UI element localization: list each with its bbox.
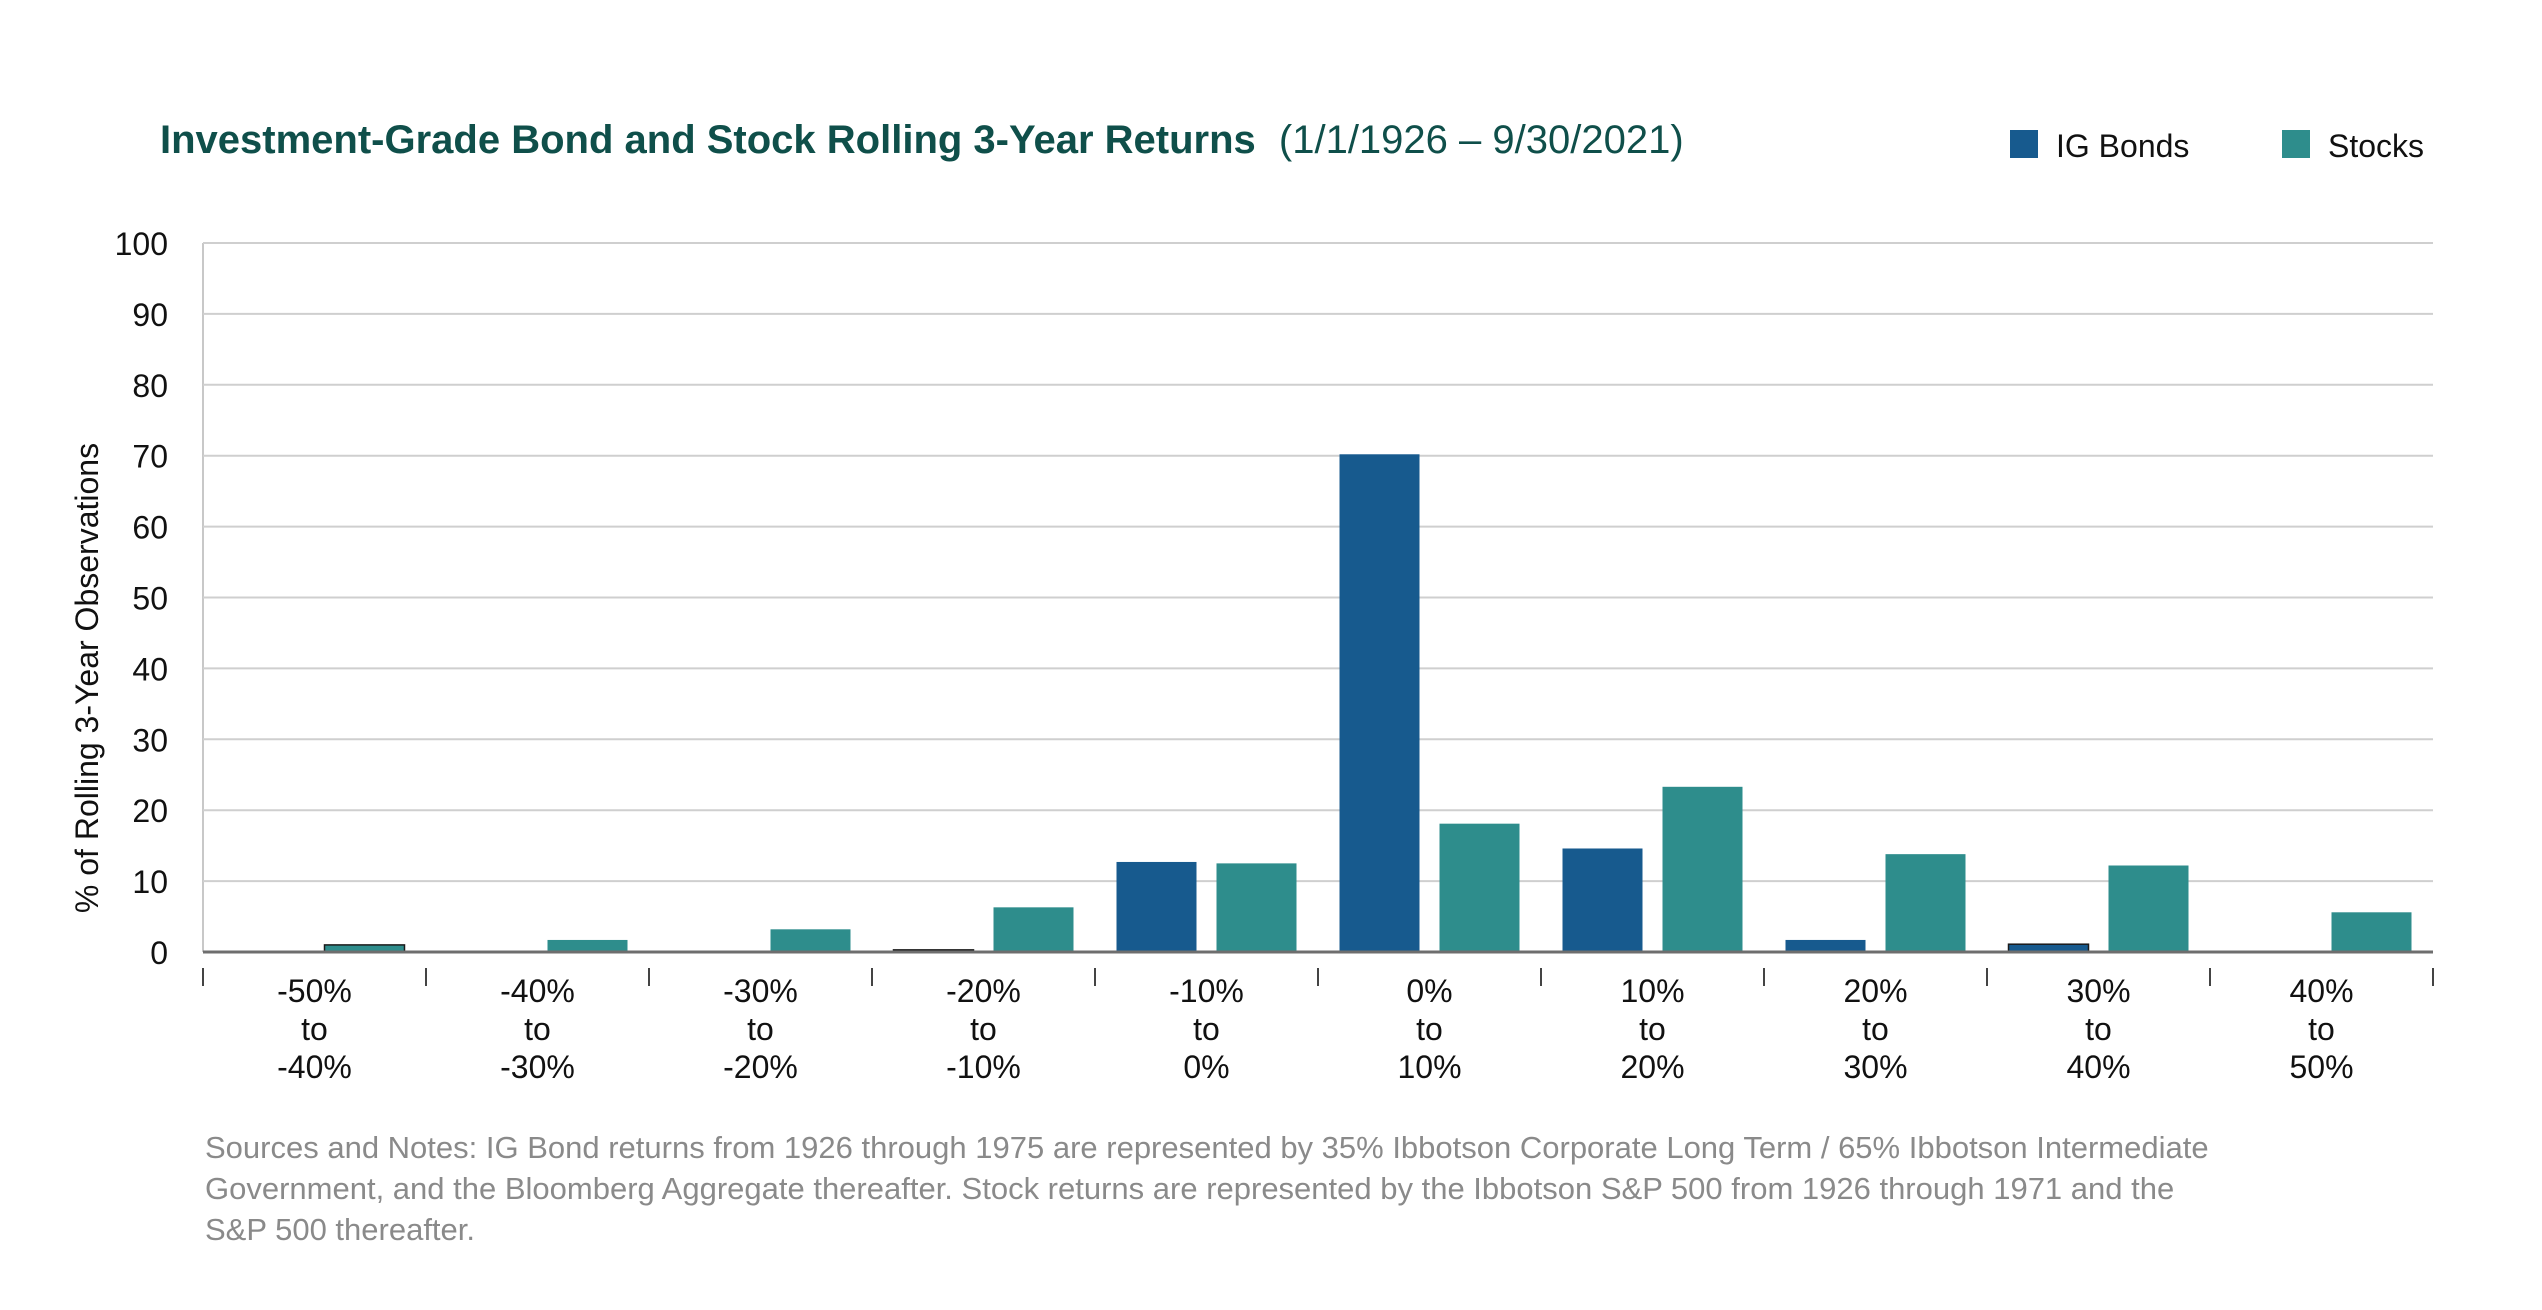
y-tick-label: 100: [115, 226, 168, 262]
x-tick-label-line: -20%: [723, 1049, 798, 1085]
x-tick-label-line: to: [1639, 1011, 1666, 1047]
x-tick-label: 20% to 30%: [1843, 973, 1907, 1085]
x-tick-label-line: -30%: [723, 973, 798, 1009]
y-axis-ticks: 0 10 20 30 40 50 60 70 80 90 100: [115, 226, 168, 971]
y-tick-label: 60: [132, 510, 168, 546]
bar-stocks: [1216, 863, 1297, 952]
x-tick-label-line: -40%: [277, 1049, 352, 1085]
y-tick-label: 30: [132, 722, 168, 758]
bar-stocks: [1885, 854, 1966, 952]
y-tick-label: 80: [132, 368, 168, 404]
gridlines: [202, 242, 2433, 952]
x-tick-label-line: -10%: [1169, 973, 1244, 1009]
y-tick-label: 20: [132, 793, 168, 829]
x-tick-label: 0% to 10%: [1397, 973, 1461, 1085]
bar-ig-bonds: [1785, 939, 1866, 952]
x-tick-label-line: to: [2085, 1011, 2112, 1047]
note-line: Government, and the Bloomberg Aggregate …: [205, 1171, 2174, 1206]
bar-ig-bonds: [1116, 861, 1197, 952]
x-tick-label: -50% to -40%: [277, 973, 352, 1085]
note-line: Sources and Notes: IG Bond returns from …: [205, 1130, 2209, 1165]
x-tick-label-line: to: [1416, 1011, 1443, 1047]
x-tick-label-line: -10%: [946, 1049, 1021, 1085]
legend-label: IG Bonds: [2056, 128, 2189, 164]
x-tick-label-line: 20%: [1620, 1049, 1684, 1085]
x-tick-label: 10% to 20%: [1620, 973, 1684, 1085]
x-tick-label: 30% to 40%: [2066, 973, 2130, 1085]
x-tick-label-line: to: [2308, 1011, 2335, 1047]
chart-title-main: Investment-Grade Bond and Stock Rolling …: [160, 118, 1256, 162]
bar-ig-bonds: [1562, 848, 1643, 952]
chart-subtitle: (1/1/1926 – 9/30/2021): [1279, 118, 1684, 162]
x-tick-label-line: 10%: [1397, 1049, 1461, 1085]
y-axis-label: % of Rolling 3-Year Observations: [69, 443, 105, 913]
x-tick-label-line: to: [524, 1011, 551, 1047]
x-tick-label-line: 30%: [1843, 1049, 1907, 1085]
legend-swatch: [2010, 130, 2038, 158]
y-tick-label: 70: [132, 439, 168, 475]
x-tick-label-line: 40%: [2066, 1049, 2130, 1085]
x-tick-label-line: 0%: [1183, 1049, 1229, 1085]
x-axis: -50% to -40%-40% to -30%-30% to -20%-20% to -10%…: [202, 950, 2434, 1085]
chart-title: Investment-Grade Bond and Stock Rolling …: [160, 118, 1684, 162]
bar-stocks: [770, 929, 851, 952]
x-tick-label-line: 50%: [2289, 1049, 2353, 1085]
x-tick-label-line: -50%: [277, 973, 352, 1009]
bars: [323, 454, 2412, 953]
x-tick-label-line: to: [301, 1011, 328, 1047]
x-tick-label-line: to: [1193, 1011, 1220, 1047]
y-tick-label: 90: [132, 297, 168, 333]
y-tick-label: 0: [150, 935, 168, 971]
x-tick-label-line: -40%: [500, 973, 575, 1009]
legend: IG Bonds Stocks: [2010, 128, 2424, 164]
x-tick-label: -10% to 0%: [1169, 973, 1244, 1085]
bar-ig-bonds: [1339, 454, 1420, 952]
x-tick-label: -20% to -10%: [946, 973, 1021, 1085]
bar-stocks: [2108, 865, 2189, 952]
x-tick-label-line: to: [747, 1011, 774, 1047]
x-tick-label-line: 40%: [2289, 973, 2353, 1009]
y-tick-label: 10: [132, 864, 168, 900]
x-tick-label-line: 30%: [2066, 973, 2130, 1009]
y-tick-label: 50: [132, 581, 168, 617]
y-tick-label: 40: [132, 651, 168, 687]
bar-stocks: [1662, 786, 1743, 952]
x-tick-label: -30% to -20%: [723, 973, 798, 1085]
x-tick-label-line: -20%: [946, 973, 1021, 1009]
x-tick-label-line: to: [970, 1011, 997, 1047]
x-tick-label-line: 0%: [1406, 973, 1452, 1009]
x-tick-label-line: 10%: [1620, 973, 1684, 1009]
note-line: S&P 500 thereafter.: [205, 1212, 475, 1247]
x-tick-label-line: to: [1862, 1011, 1889, 1047]
x-tick-label: -40% to -30%: [500, 973, 575, 1085]
legend-label: Stocks: [2328, 128, 2424, 164]
x-tick-label: 40% to 50%: [2289, 973, 2353, 1085]
bar-stocks: [2331, 912, 2412, 952]
source-notes: Sources and Notes: IG Bond returns from …: [205, 1130, 2209, 1247]
bar-stocks: [1439, 823, 1520, 952]
x-tick-label-line: 20%: [1843, 973, 1907, 1009]
bar-stocks: [547, 939, 628, 952]
legend-swatch: [2282, 130, 2310, 158]
bar-stocks: [993, 907, 1074, 952]
x-tick-label-line: -30%: [500, 1049, 575, 1085]
